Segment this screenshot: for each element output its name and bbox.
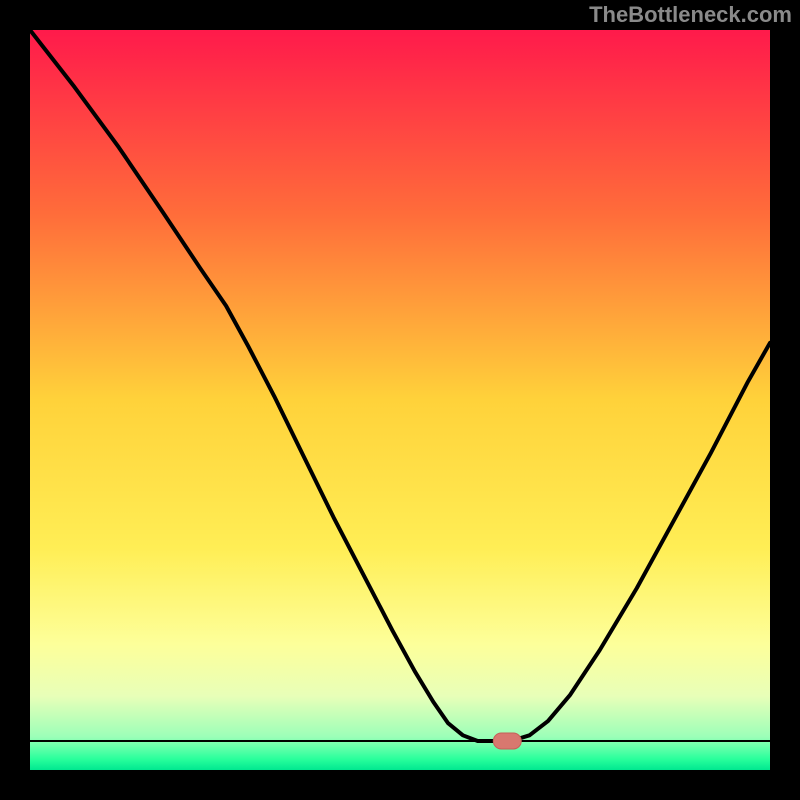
bottleneck-chart [0, 0, 800, 800]
optimal-marker [493, 733, 521, 749]
chart-container: TheBottleneck.com [0, 0, 800, 800]
plot-background [30, 30, 770, 770]
